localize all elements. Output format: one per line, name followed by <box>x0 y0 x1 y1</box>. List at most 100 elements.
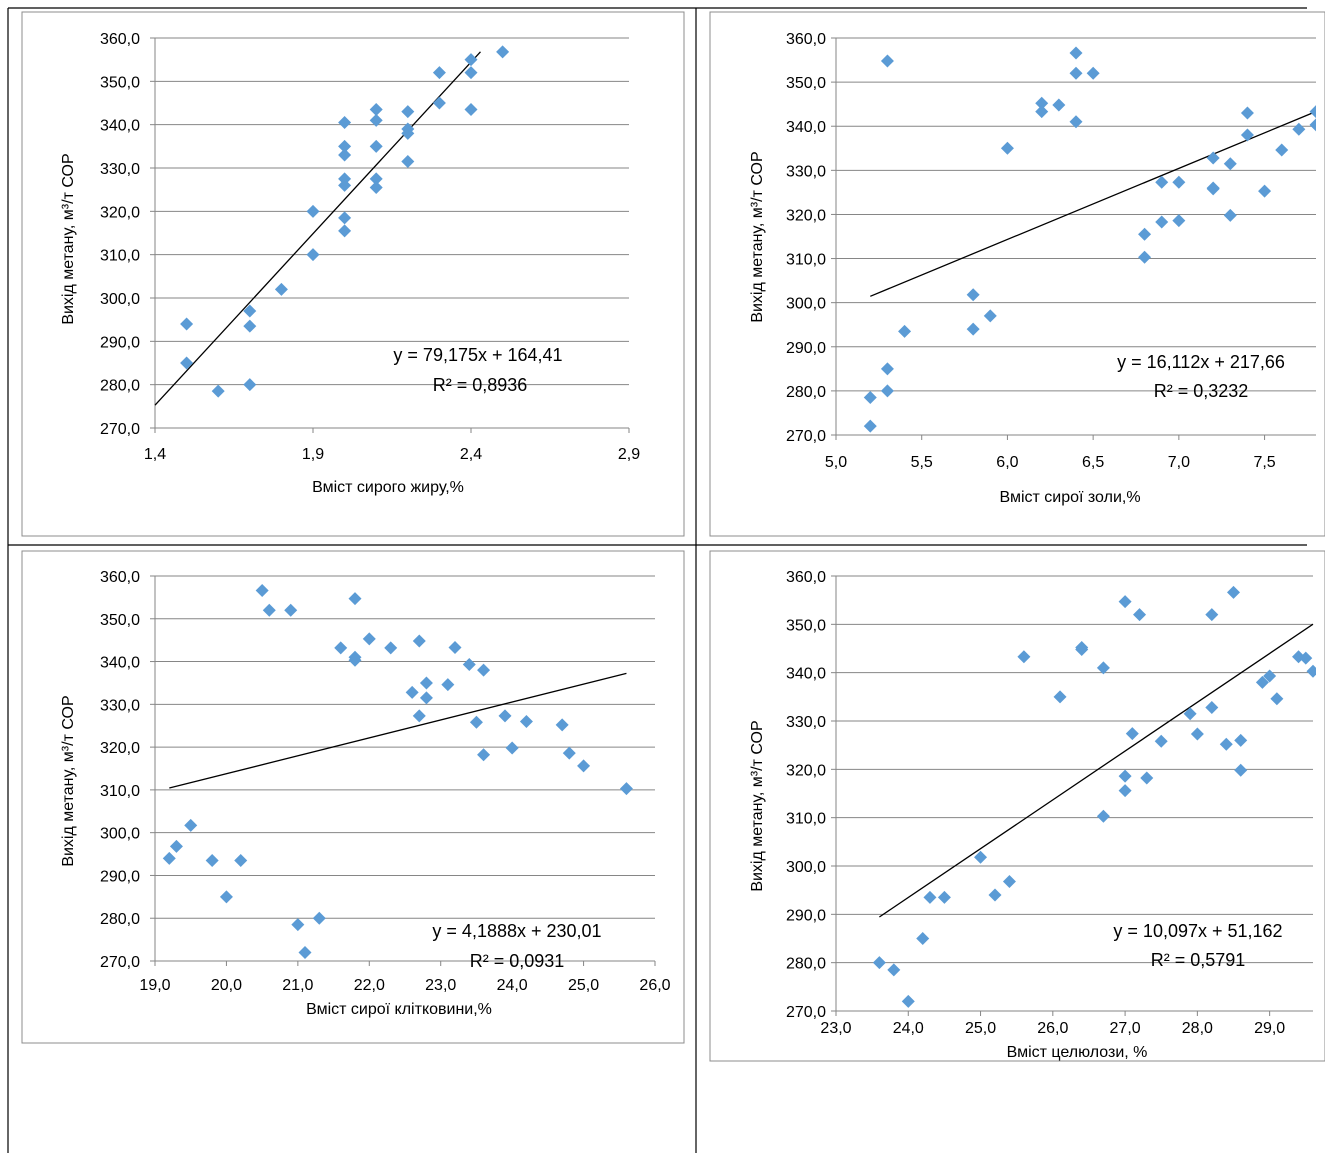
data-point <box>1035 105 1049 119</box>
y-tick-label: 280,0 <box>786 956 826 973</box>
data-point <box>1292 122 1306 136</box>
data-point <box>1227 585 1240 599</box>
data-point <box>1000 141 1014 155</box>
r-squared: R² = 0,3232 <box>1154 381 1249 401</box>
data-point <box>1183 707 1197 721</box>
data-point <box>1118 595 1132 609</box>
r-squared: R² = 0,5791 <box>1151 950 1246 970</box>
x-tick-label: 1,4 <box>144 446 166 463</box>
data-point <box>519 714 533 728</box>
data-point <box>1118 784 1132 798</box>
data-point <box>1234 733 1248 747</box>
data-point <box>401 155 415 168</box>
y-tick-label: 320,0 <box>786 207 826 224</box>
x-tick-label: 2,9 <box>618 446 640 463</box>
y-axis-label: Вихід метану, м³/т СОР <box>749 151 766 322</box>
data-point <box>1125 727 1139 741</box>
data-point <box>1258 184 1272 198</box>
data-point <box>291 918 305 932</box>
data-point <box>338 148 352 162</box>
data-point <box>369 181 383 194</box>
data-point <box>1138 227 1152 241</box>
data-point <box>880 384 894 398</box>
data-point <box>219 890 233 904</box>
x-tick-label: 21,0 <box>282 977 313 994</box>
data-point <box>162 851 176 865</box>
y-tick-label: 330,0 <box>786 714 826 731</box>
trend-equation: y = 4,1888x + 230,01 <box>432 921 601 941</box>
y-tick-label: 360,0 <box>100 31 140 48</box>
data-point <box>432 66 446 80</box>
y-tick-label: 300,0 <box>100 291 140 308</box>
data-point <box>1309 105 1316 119</box>
data-point <box>988 888 1002 902</box>
chart-panel-fat: 270,0 280,0 290,0 300,0 310,0 320,0 330,0 340,0… <box>21 11 685 537</box>
x-tick-label: 7,0 <box>1168 454 1190 471</box>
data-point <box>338 211 352 225</box>
x-tick-label: 1,9 <box>302 446 324 463</box>
y-tick-label: 340,0 <box>786 119 826 136</box>
data-point <box>1206 151 1220 165</box>
data-point <box>937 890 951 904</box>
data-point <box>477 748 491 762</box>
r-squared: R² = 0,0931 <box>470 951 565 971</box>
data-point <box>477 663 491 677</box>
y-tick-label: 340,0 <box>100 118 140 135</box>
x-axis-label: Вміст сирої клітковини,% <box>306 1001 492 1018</box>
data-point <box>362 632 376 646</box>
data-point <box>1035 96 1049 110</box>
data-point <box>211 384 225 398</box>
data-point <box>1206 182 1220 196</box>
data-point <box>1118 769 1132 783</box>
x-tick-label: 7,5 <box>1253 454 1275 471</box>
data-point <box>887 963 901 977</box>
data-point <box>432 96 446 110</box>
y-tick-label: 350,0 <box>786 617 826 634</box>
trend-equation: y = 10,097x + 51,162 <box>1113 921 1282 941</box>
data-point <box>464 66 478 80</box>
data-point <box>205 853 219 867</box>
x-tick-label: 6,5 <box>1082 454 1104 471</box>
x-axis-label: Вміст целюлози, % <box>1007 1044 1148 1061</box>
data-point <box>369 172 383 186</box>
y-tick-label: 310,0 <box>786 811 826 828</box>
data-point <box>243 304 257 318</box>
r-squared: R² = 0,8936 <box>433 375 528 395</box>
data-point <box>369 103 383 116</box>
data-point <box>923 890 937 904</box>
data-point <box>184 818 198 832</box>
data-point <box>306 204 320 218</box>
data-point <box>169 839 183 853</box>
chart-panel-cellulose: 270,0 280,0 290,0 300,0 310,0 320,0 330,0 340,0… <box>709 550 1325 1062</box>
y-tick-label: 310,0 <box>786 252 826 269</box>
data-point <box>334 641 348 655</box>
data-point <box>1086 66 1100 80</box>
data-point <box>419 676 433 690</box>
data-point <box>1240 128 1254 142</box>
data-point <box>298 945 312 959</box>
data-point <box>401 126 415 140</box>
x-tick-label: 26,0 <box>1037 1020 1068 1037</box>
data-point <box>1155 175 1169 189</box>
trend-equation: y = 79,175x + 164,41 <box>393 345 562 365</box>
x-tick-label: 25,0 <box>965 1020 996 1037</box>
data-point <box>505 741 519 755</box>
data-point <box>369 139 383 153</box>
x-tick-label: 6,0 <box>996 454 1018 471</box>
data-point <box>1002 874 1016 888</box>
x-tick-label: 5,5 <box>911 454 933 471</box>
x-tick-label: 24,0 <box>497 977 528 994</box>
y-tick-label: 320,0 <box>100 204 140 221</box>
data-point <box>496 45 510 59</box>
data-point <box>1069 66 1083 80</box>
data-point <box>464 53 478 67</box>
x-tick-label: 29,0 <box>1254 1020 1285 1037</box>
data-point <box>577 759 591 773</box>
data-point <box>1205 608 1219 622</box>
data-point <box>1255 675 1269 689</box>
data-point <box>462 658 476 672</box>
data-point <box>338 178 352 192</box>
trend-equation: y = 16,112x + 217,66 <box>1117 352 1285 372</box>
y-tick-label: 350,0 <box>786 75 826 92</box>
chart-frame <box>21 11 685 537</box>
